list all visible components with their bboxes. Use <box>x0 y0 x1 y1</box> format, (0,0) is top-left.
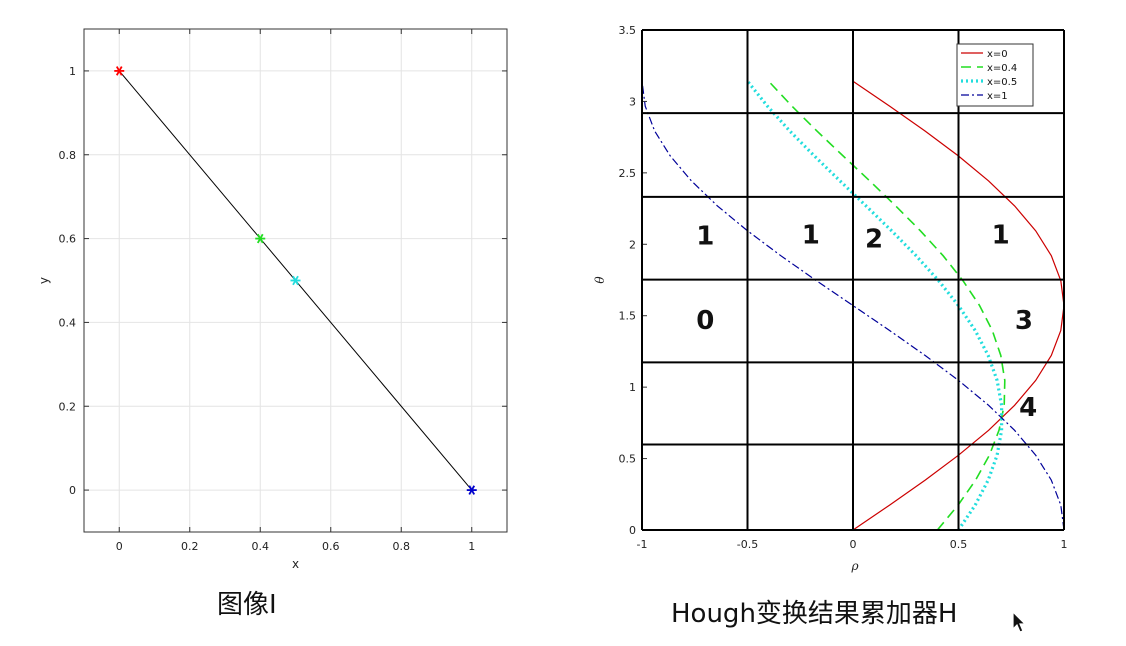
x-tick-label: 0.2 <box>181 540 199 553</box>
legend-label: x=0.5 <box>987 77 1017 88</box>
x-tick-label: 0.5 <box>950 538 968 551</box>
curve-x-1 <box>641 81 1065 531</box>
data-point-marker-stroke <box>256 233 264 244</box>
accumulator-cell-count: 1 <box>992 220 1010 250</box>
data-point-marker <box>466 485 477 495</box>
image-plot: 0 0.2 0.4 0.6 0.8 1 0 0.2 0.4 0.6 0.8 1 x y <box>37 28 508 571</box>
y-tick-label: 0 <box>69 484 76 497</box>
curve-x-0-4 <box>768 80 1006 531</box>
x-tick-label: 0.6 <box>322 540 340 553</box>
y-tick-label: 3 <box>629 95 636 108</box>
mouse-cursor-icon <box>1012 611 1027 633</box>
y-tick-label: 2.5 <box>619 167 637 180</box>
data-point-marker <box>290 275 301 286</box>
curve-x-0-5 <box>746 80 1004 531</box>
y-tick-label: 3.5 <box>619 24 637 37</box>
right-caption: Hough变换结果累加器H <box>671 599 958 629</box>
x-tick-label: -1 <box>637 538 648 551</box>
y-tick-label: 1 <box>629 381 636 394</box>
x-tick-label: 0 <box>850 538 857 551</box>
y-axis-label: θ <box>593 276 607 284</box>
data-point-marker-stroke <box>292 275 299 286</box>
accumulator-cell-count: 4 <box>1019 393 1037 423</box>
y-tick-label: 2 <box>629 238 636 251</box>
legend-box <box>956 43 1034 107</box>
x-tick-label: 0.4 <box>252 540 270 553</box>
y-tick-label: 0.5 <box>619 453 637 466</box>
x-tick-label: 1 <box>468 540 475 553</box>
y-tick-label: 0.6 <box>59 233 77 246</box>
accumulator-cell-count: 1 <box>802 220 820 250</box>
accumulator-cell-count: 2 <box>865 225 883 255</box>
y-tick-label: 1.5 <box>619 310 637 323</box>
x-axis-label: x <box>292 557 299 571</box>
left-caption: 图像I <box>217 590 277 620</box>
x-axis-label: ρ <box>850 559 858 573</box>
data-point-marker <box>114 66 125 76</box>
legend-label: x=0 <box>987 49 1008 60</box>
legend-label: x=1 <box>987 91 1008 102</box>
accumulator-cell-count: 3 <box>1015 306 1033 336</box>
y-axis-label: y <box>37 277 51 284</box>
y-tick-label: 0.4 <box>59 316 77 329</box>
legend-label: x=0.4 <box>987 63 1017 74</box>
data-point-marker-stroke <box>115 66 123 76</box>
x-tick-label: 0.8 <box>393 540 411 553</box>
data-point-marker-stroke <box>468 485 476 495</box>
x-tick-label: 1 <box>1061 538 1068 551</box>
y-tick-label: 0.2 <box>59 400 77 413</box>
y-tick-label: 1 <box>69 65 76 78</box>
y-tick-label: 0 <box>629 524 636 537</box>
accumulator-cell-count: 0 <box>696 306 714 336</box>
x-tick-label: -0.5 <box>737 538 758 551</box>
accumulator-cell-count: 1 <box>696 222 714 252</box>
data-point-marker <box>255 233 266 244</box>
plot-frame <box>83 28 508 533</box>
x-tick-label: 0 <box>116 540 123 553</box>
y-tick-label: 0.8 <box>59 149 77 162</box>
hough-accumulator-plot: -1 -0.5 0 0.5 1 0 0.5 1 1.5 2 2.5 3 3.5 0 1 1 2 1 3 4 x=0 x=0… <box>593 24 1068 573</box>
